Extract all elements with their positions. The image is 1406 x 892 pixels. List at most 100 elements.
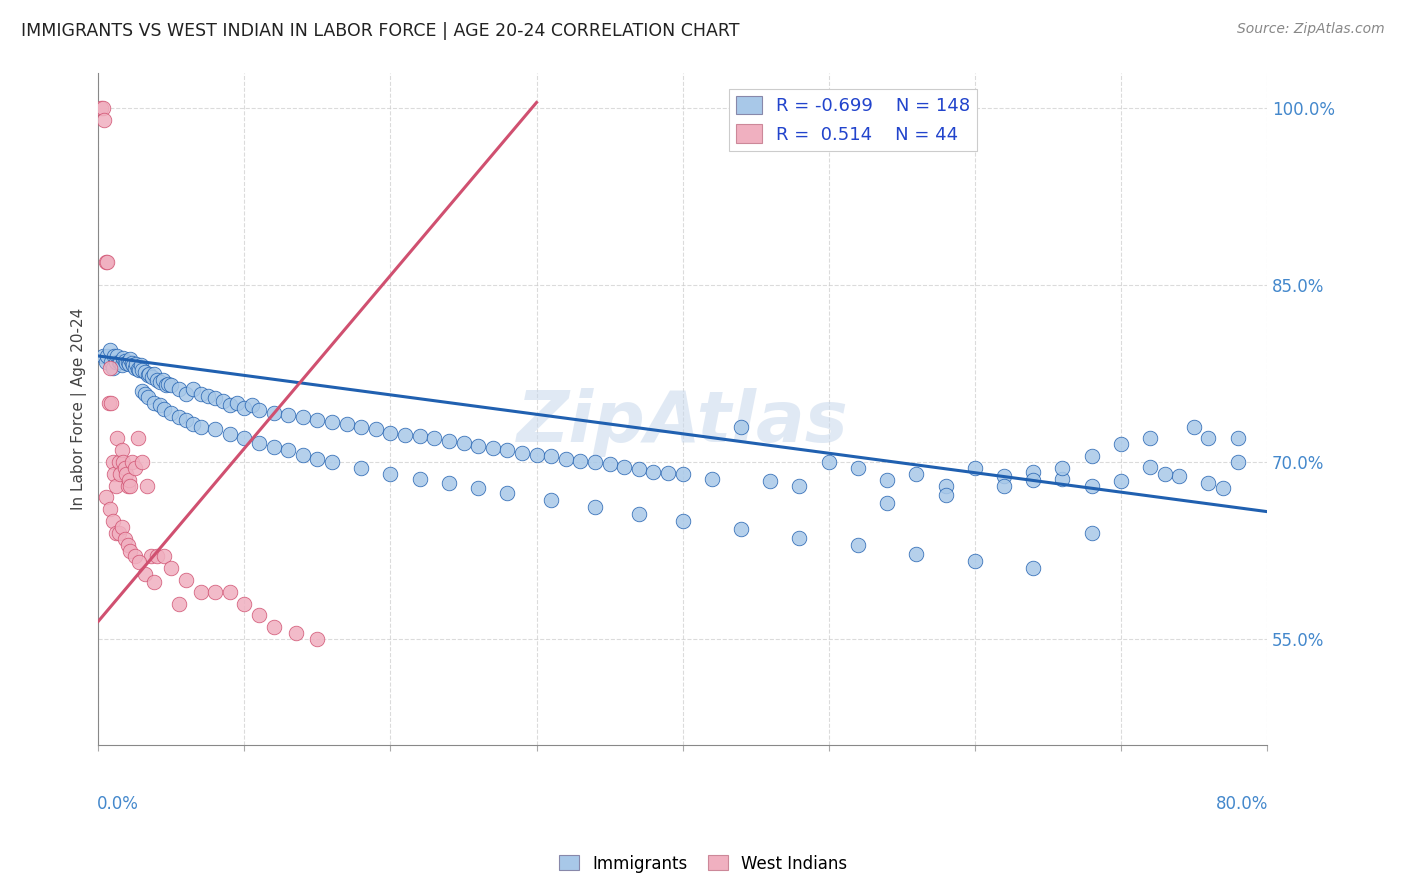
Point: [583, 500, 606, 514]
Point: [730, 522, 752, 536]
Point: [437, 476, 460, 491]
Point: [218, 399, 240, 413]
Point: [876, 496, 898, 510]
Point: [155, 378, 177, 392]
Point: [105, 349, 128, 363]
Point: [90, 101, 112, 115]
Point: [846, 461, 869, 475]
Point: [98, 343, 121, 357]
Point: [174, 573, 197, 587]
Point: [350, 419, 373, 434]
Point: [496, 443, 519, 458]
Point: [963, 554, 986, 568]
Point: [657, 466, 679, 480]
Point: [127, 432, 149, 446]
Point: [167, 597, 190, 611]
Point: [905, 467, 928, 481]
Point: [263, 620, 285, 634]
Point: [190, 584, 212, 599]
Point: [643, 465, 665, 479]
Point: [135, 478, 157, 492]
Point: [181, 417, 204, 432]
Point: [423, 432, 446, 446]
Point: [134, 366, 156, 380]
Point: [1022, 465, 1045, 479]
Point: [569, 454, 592, 468]
Y-axis label: In Labor Force | Age 20-24: In Labor Force | Age 20-24: [72, 308, 87, 510]
Point: [1080, 449, 1102, 463]
Point: [117, 538, 139, 552]
Point: [160, 561, 183, 575]
Point: [467, 439, 489, 453]
Point: [277, 408, 299, 422]
Point: [190, 419, 212, 434]
Point: [115, 356, 138, 370]
Point: [98, 502, 121, 516]
Point: [127, 362, 149, 376]
Point: [149, 399, 172, 413]
Text: 0.0%: 0.0%: [97, 796, 139, 814]
Point: [157, 377, 180, 392]
Point: [190, 386, 212, 401]
Point: [103, 349, 125, 363]
Point: [935, 478, 957, 492]
Point: [247, 436, 270, 450]
Point: [105, 432, 128, 446]
Point: [149, 375, 172, 389]
Point: [114, 461, 136, 475]
Point: [181, 382, 204, 396]
Point: [409, 429, 432, 443]
Point: [153, 402, 176, 417]
Point: [120, 478, 142, 492]
Point: [1198, 476, 1220, 491]
Point: [110, 467, 132, 481]
Point: [120, 352, 142, 367]
Point: [1226, 455, 1249, 469]
Point: [91, 349, 114, 363]
Point: [846, 538, 869, 552]
Point: [321, 415, 343, 429]
Point: [110, 355, 132, 369]
Point: [204, 584, 226, 599]
Point: [117, 355, 139, 369]
Point: [1080, 525, 1102, 540]
Point: [672, 514, 695, 528]
Point: [218, 426, 240, 441]
Point: [141, 370, 163, 384]
Point: [437, 434, 460, 448]
Point: [98, 360, 121, 375]
Point: [218, 584, 240, 599]
Point: [112, 351, 135, 366]
Point: [111, 520, 134, 534]
Point: [247, 608, 270, 623]
Point: [142, 367, 165, 381]
Point: [94, 254, 117, 268]
Text: IMMIGRANTS VS WEST INDIAN IN LABOR FORCE | AGE 20-24 CORRELATION CHART: IMMIGRANTS VS WEST INDIAN IN LABOR FORCE…: [21, 22, 740, 40]
Point: [789, 531, 811, 545]
Point: [125, 357, 148, 371]
Point: [118, 357, 141, 371]
Point: [136, 390, 159, 404]
Point: [1182, 419, 1205, 434]
Point: [100, 396, 122, 410]
Point: [627, 507, 650, 521]
Point: [1198, 432, 1220, 446]
Point: [277, 443, 299, 458]
Point: [935, 488, 957, 502]
Point: [104, 355, 127, 369]
Point: [730, 419, 752, 434]
Point: [104, 478, 127, 492]
Point: [128, 555, 150, 569]
Point: [211, 393, 233, 408]
Point: [128, 363, 150, 377]
Point: [131, 384, 153, 399]
Point: [336, 417, 359, 432]
Point: [284, 626, 307, 640]
Point: [1052, 472, 1074, 486]
Point: [364, 422, 387, 436]
Point: [817, 455, 839, 469]
Point: [613, 459, 636, 474]
Point: [101, 360, 124, 375]
Point: [124, 360, 146, 375]
Point: [101, 455, 124, 469]
